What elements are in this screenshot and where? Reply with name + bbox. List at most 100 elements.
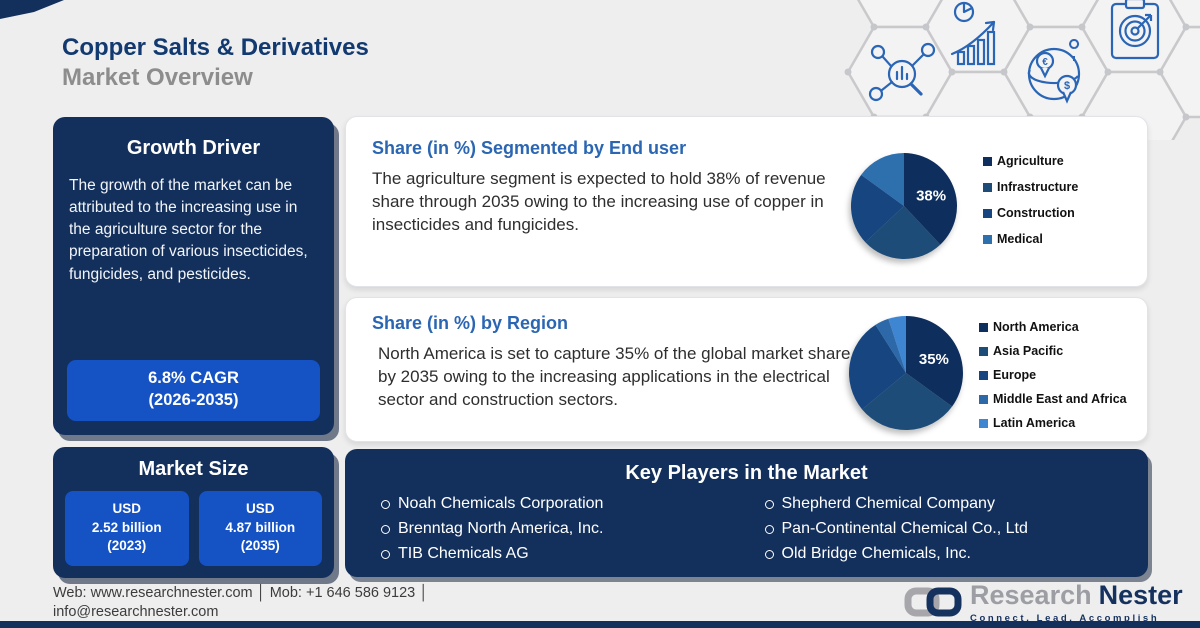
legend-item: Construction	[983, 206, 1078, 220]
key-player-item: Noah Chemicals Corporation	[381, 495, 765, 513]
logo-brand-name: Research Nester	[970, 582, 1183, 609]
key-player-name: Noah Chemicals Corporation	[398, 495, 604, 512]
cagr-period: (2026-2035)	[148, 391, 239, 410]
research-nester-logo: Research Nester Connect. Lead. Accomplish	[903, 582, 1183, 624]
legend-item: Europe	[979, 368, 1127, 382]
market-size-heading: Market Size	[138, 458, 249, 480]
logo-tagline: Connect. Lead. Accomplish	[970, 613, 1160, 624]
pie-slice-middle-east-and-africa	[875, 318, 906, 373]
legend-swatch-icon	[979, 322, 988, 332]
pie-slice-construction	[850, 174, 904, 243]
market-size-year: (2023)	[107, 538, 147, 554]
legend-swatch-icon	[979, 370, 988, 380]
end-user-card-body: The agriculture segment is expected to h…	[372, 169, 826, 235]
legend-label: Middle East and Africa	[993, 392, 1127, 406]
pie-slice-north-america	[906, 316, 963, 407]
key-player-item: Shepherd Chemical Company	[764, 495, 1149, 513]
market-size-currency: USD	[112, 501, 141, 516]
key-player-item: TIB Chemicals AG	[381, 545, 765, 563]
market-research-icon	[868, 42, 936, 102]
legend-label: Construction	[997, 206, 1075, 220]
footer-contact-line2: info@researchnester.com	[53, 603, 219, 620]
legend-swatch-icon	[979, 346, 988, 356]
growth-chart-icon	[950, 1, 996, 66]
legend-swatch-icon	[983, 156, 992, 166]
global-market-icon: € $	[1027, 39, 1081, 104]
region-pie-chart: 35%	[849, 316, 963, 430]
end-user-legend: Agriculture Infrastructure Construction Med…	[983, 154, 1078, 258]
legend-item: Infrastructure	[983, 180, 1078, 194]
key-player-item: Brenntag North America, Inc.	[381, 520, 765, 538]
key-players-panel: Key Players in the Market Noah Chemicals…	[345, 449, 1148, 577]
key-players-heading: Key Players in the Market	[625, 462, 868, 484]
legend-swatch-icon	[983, 234, 992, 244]
circle-bullet-icon	[381, 549, 390, 559]
end-user-pie-chart: 38%	[850, 153, 958, 260]
market-size-currency: USD	[245, 501, 275, 516]
market-size-year: (2035)	[240, 538, 280, 554]
circle-bullet-icon	[764, 499, 774, 509]
legend-swatch-icon	[983, 182, 992, 192]
market-size-2023-badge: USD 2.52 billion (2023)	[65, 491, 189, 566]
market-size-2035-badge: USD 4.87 billion (2035)	[198, 491, 322, 566]
legend-item: Medical	[983, 232, 1078, 246]
region-card-heading: Share (in %) by Region	[372, 313, 569, 333]
growth-driver-body: The growth of the market can be attribut…	[69, 177, 308, 283]
footer-contact-line1: Web: www.researchnester.com │ Mob: +1 64…	[53, 585, 429, 601]
end-user-card-heading: Share (in %) Segmented by End user	[372, 138, 687, 158]
svg-text:$: $	[1064, 80, 1070, 92]
pie-slice-asia-pacific	[862, 373, 953, 430]
key-players-column-1: Noah Chemicals Corporation Brenntag North…	[381, 495, 765, 570]
logo-brand-part2: Nester	[1098, 580, 1183, 610]
circle-bullet-icon	[764, 549, 774, 559]
key-player-item: Old Bridge Chemicals, Inc.	[764, 545, 1149, 563]
hexagon-pattern-decoration: € $	[844, 0, 1200, 140]
market-size-boxes: USD 2.52 billion (2023) USD 4.87 billion…	[65, 491, 322, 566]
market-size-value: 2.52 billion	[91, 519, 162, 535]
circle-bullet-icon	[381, 524, 390, 534]
key-player-name: Old Bridge Chemicals, Inc.	[781, 545, 971, 562]
legend-item: Asia Pacific	[979, 344, 1127, 358]
region-legend: North America Asia Pacific Europe Middle Ea…	[979, 320, 1127, 440]
legend-swatch-icon	[979, 418, 988, 428]
cagr-value: 6.8% CAGR	[148, 369, 239, 388]
legend-item: Agriculture	[983, 154, 1078, 168]
page-title-line1: Copper Salts & Derivatives	[62, 34, 369, 61]
logo-brand-part1: Research	[970, 580, 1092, 610]
growth-driver-panel: Growth Driver The growth of the market c…	[53, 117, 334, 435]
legend-label: Asia Pacific	[993, 344, 1064, 358]
legend-item: Latin America	[979, 416, 1127, 430]
legend-label: Infrastructure	[997, 180, 1079, 194]
svg-text:€: €	[1042, 57, 1048, 68]
pie-slice-agriculture	[904, 153, 958, 245]
cagr-badge: 6.8% CAGR (2026-2035)	[67, 360, 320, 421]
market-size-value: 4.87 billion	[225, 519, 296, 535]
corner-accent-shape	[0, 0, 64, 19]
key-player-name: Brenntag North America, Inc.	[398, 520, 604, 537]
key-players-column-2: Shepherd Chemical Company Pan-Continental…	[764, 495, 1149, 570]
page-title-line2: Market Overview	[62, 64, 253, 92]
pie-slice-europe	[849, 324, 906, 410]
target-analysis-icon	[1110, 0, 1160, 60]
pie-slice-medical	[861, 153, 904, 206]
growth-driver-heading: Growth Driver	[126, 137, 261, 159]
legend-label: Europe	[993, 368, 1037, 382]
footer-contact: Web: www.researchnester.com │ Mob: +1 64…	[53, 584, 428, 622]
key-players-columns: Noah Chemicals Corporation Brenntag North…	[381, 495, 1148, 570]
region-card-body: North America is set to capture 35% of t…	[378, 344, 851, 410]
legend-swatch-icon	[979, 394, 988, 404]
pie-slice-latin-america	[888, 316, 906, 373]
region-share-card: Share (in %) by Region North America is …	[345, 297, 1148, 442]
pie-slice-infrastructure	[865, 206, 941, 260]
legend-swatch-icon	[983, 208, 992, 218]
legend-label: Medical	[997, 232, 1043, 246]
key-player-name: Shepherd Chemical Company	[781, 495, 995, 512]
pie-highlight-label: 35%	[919, 351, 949, 368]
legend-item: North America	[979, 320, 1127, 334]
end-user-share-card: Share (in %) Segmented by End user The a…	[345, 116, 1148, 287]
logo-text: Research Nester Connect. Lead. Accomplish	[970, 582, 1183, 625]
legend-label: North America	[993, 320, 1079, 334]
logo-mark-icon	[904, 587, 962, 617]
key-player-name: TIB Chemicals AG	[398, 545, 529, 562]
